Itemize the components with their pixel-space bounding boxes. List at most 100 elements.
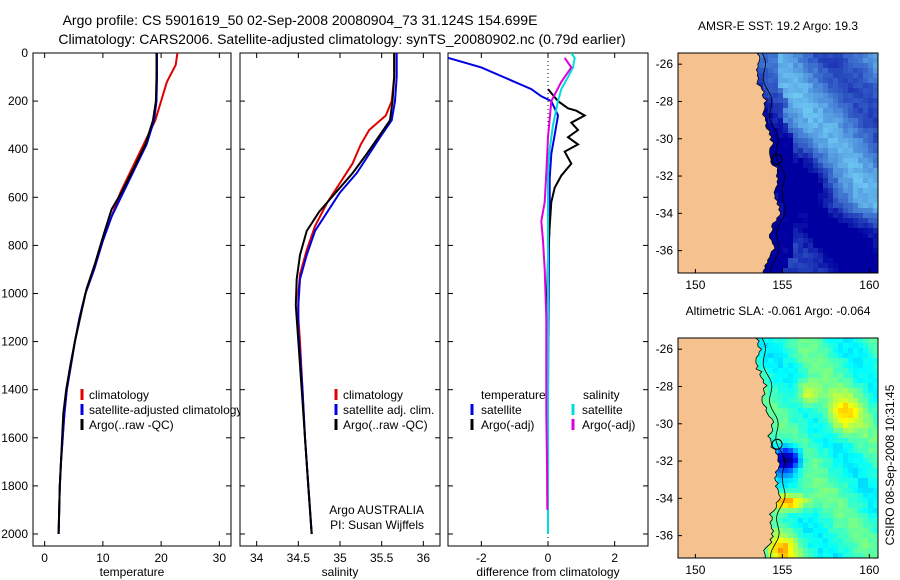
owner-annotation-line-2: PI: Susan Wijffels [330,518,424,532]
field-cell [783,423,789,429]
field-cell [818,443,824,449]
field-cell [833,363,839,369]
field-cell [768,263,774,269]
field-cell [808,238,814,244]
field-cell [763,53,769,59]
y-tick-label: 400 [8,142,28,156]
field-cell [828,268,834,273]
field-cell [778,493,784,499]
field-cell [773,508,779,514]
field-cell [853,178,859,184]
field-cell [873,113,878,119]
field-cell [843,418,849,424]
field-cell [798,373,804,379]
y-tick-label: 800 [8,238,28,252]
field-cell [778,243,784,249]
field-cell [778,228,784,234]
field-cell [818,53,824,59]
field-cell [793,78,799,84]
field-cell [823,508,829,514]
field-cell [773,113,779,119]
field-cell [793,183,799,189]
field-cell [783,193,789,199]
field-cell [868,268,874,273]
field-cell [773,118,779,124]
field-cell [808,423,814,429]
field-cell [813,163,819,169]
x-tick-label: 150 [685,563,705,577]
field-cell [788,503,794,509]
field-cell [838,388,844,394]
field-cell [873,73,878,79]
field-cell [793,488,799,494]
field-cell [853,163,859,169]
field-cell [868,243,874,249]
field-cell [868,153,874,159]
y-tick-label: 200 [8,94,28,108]
field-cell [788,363,794,369]
field-cell [873,503,878,509]
field-cell [848,103,854,109]
field-cell [808,258,814,264]
field-cell [838,158,844,164]
field-cell [858,108,864,114]
y-tick-label: -36 [656,244,674,258]
field-cell [858,228,864,234]
field-cell [813,363,819,369]
field-cell [803,378,809,384]
field-cell [833,463,839,469]
field-cell [833,408,839,414]
field-cell [828,483,834,489]
field-cell [798,263,804,269]
field-cell [843,98,849,104]
field-cell [808,468,814,474]
field-cell [828,543,834,549]
field-cell [803,153,809,159]
field-cell [788,183,794,189]
field-cell [848,338,854,344]
field-cell [833,448,839,454]
field-cell [758,338,764,344]
field-cell [778,383,784,389]
field-cell [813,358,819,364]
field-cell [853,143,859,149]
field-cell [803,343,809,349]
field-cell [853,108,859,114]
field-cell [868,378,874,384]
field-cell [863,378,869,384]
field-cell [823,53,829,59]
field-cell [828,203,834,209]
field-cell [848,133,854,139]
field-cell [778,538,784,544]
field-cell [813,88,819,94]
field-cell [773,443,779,449]
field-cell [853,488,859,494]
field-cell [813,113,819,119]
field-cell [813,498,819,504]
field-cell [873,108,878,114]
field-cell [868,133,874,139]
field-cell [783,373,789,379]
field-cell [828,53,834,59]
field-cell [843,433,849,439]
field-cell [848,533,854,539]
field-cell [838,453,844,459]
field-cell [863,183,869,189]
field-cell [763,83,769,89]
field-cell [778,133,784,139]
field-cell [843,113,849,119]
field-cell [808,123,814,129]
field-cell [808,163,814,169]
field-cell [873,493,878,499]
field-cell [803,448,809,454]
field-cell [803,68,809,74]
field-cell [818,253,824,259]
field-cell [778,478,784,484]
field-cell [828,103,834,109]
field-cell [773,518,779,524]
field-cell [793,73,799,79]
field-cell [793,403,799,409]
field-cell [863,448,869,454]
field-cell [843,78,849,84]
field-cell [828,63,834,69]
